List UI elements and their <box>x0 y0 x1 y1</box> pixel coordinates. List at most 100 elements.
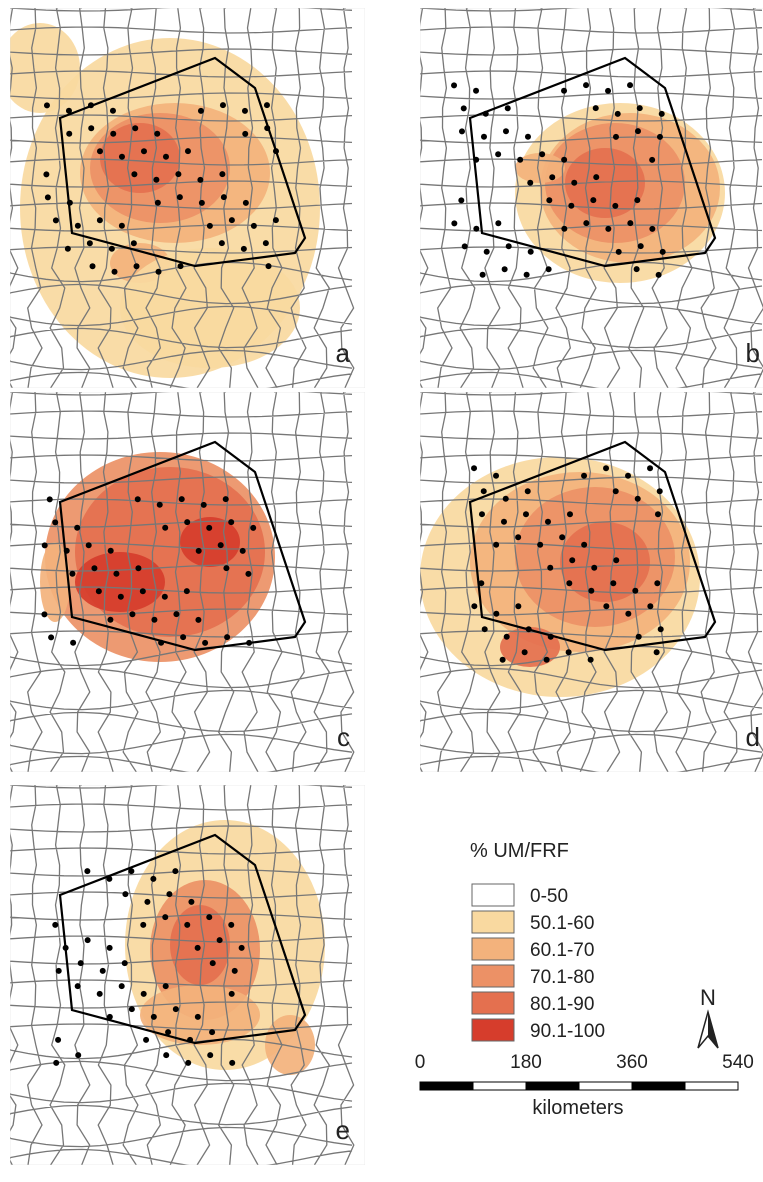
site-dot <box>194 1013 201 1020</box>
site-dot <box>262 240 269 247</box>
site-dot <box>517 156 524 163</box>
site-dot <box>129 611 136 618</box>
site-dot <box>481 626 488 633</box>
legend-swatch <box>471 1018 515 1042</box>
site-dot <box>240 245 247 252</box>
site-dot <box>184 519 191 526</box>
site-dot <box>121 960 128 967</box>
site-dot <box>539 151 546 158</box>
site-dot <box>65 107 72 114</box>
site-dot <box>224 634 231 641</box>
site-dot <box>150 875 157 882</box>
site-dot <box>265 263 272 270</box>
map-panel <box>420 8 763 388</box>
site-dot <box>649 156 656 163</box>
site-dot <box>655 271 662 278</box>
value-zone <box>75 552 165 612</box>
site-dot <box>143 1036 150 1043</box>
site-dot <box>647 465 654 472</box>
site-dot <box>527 179 534 186</box>
site-dot <box>154 199 161 206</box>
value-zone <box>100 123 180 193</box>
site-dot <box>250 222 257 229</box>
site-dot <box>242 130 249 137</box>
site-dot <box>566 580 573 587</box>
site-dot <box>568 202 575 209</box>
site-dot <box>48 634 55 641</box>
site-dot <box>162 983 169 990</box>
site-dot <box>504 105 511 112</box>
site-dot <box>612 133 619 140</box>
site-dot <box>471 603 478 610</box>
site-dot <box>41 611 48 618</box>
site-dot <box>571 179 578 186</box>
site-dot <box>184 148 191 155</box>
scale-tick-label: 540 <box>722 1052 754 1073</box>
site-dot <box>207 1052 214 1059</box>
site-dot <box>480 488 487 495</box>
site-dot <box>658 110 665 117</box>
site-dot <box>547 564 554 571</box>
site-dot <box>613 557 620 564</box>
site-dot <box>206 914 213 921</box>
site-dot <box>659 248 666 255</box>
site-dot <box>478 511 485 518</box>
scale-segment <box>578 1081 633 1091</box>
site-dot <box>140 990 147 997</box>
site-dot <box>74 524 81 531</box>
site-dot <box>151 616 158 623</box>
scale-segment <box>525 1081 580 1091</box>
site-dot <box>177 263 184 270</box>
site-dot <box>128 1006 135 1013</box>
site-dot <box>505 243 512 250</box>
site-dot <box>113 570 120 577</box>
site-dot <box>610 580 617 587</box>
site-dot <box>133 263 140 270</box>
site-dot <box>184 921 191 928</box>
site-dot <box>161 593 168 600</box>
site-dot <box>140 148 147 155</box>
site-dot <box>172 1006 179 1013</box>
legend-swatch <box>471 883 515 907</box>
site-dot <box>195 616 202 623</box>
site-dot <box>44 194 51 201</box>
site-dot <box>525 626 532 633</box>
site-dot <box>592 105 599 112</box>
site-dot <box>206 222 213 229</box>
north-arrow-half <box>708 1012 718 1048</box>
site-dot <box>96 217 103 224</box>
site-dot <box>587 656 594 663</box>
panel-label: e <box>336 1115 350 1145</box>
site-dot <box>612 488 619 495</box>
site-dot <box>502 128 509 135</box>
scale-tick-label: 0 <box>415 1052 426 1073</box>
site-dot <box>95 588 102 595</box>
site-dot <box>473 87 480 94</box>
site-dot <box>135 565 142 572</box>
site-dot <box>154 130 161 137</box>
site-dot <box>197 107 204 114</box>
site-dot <box>657 626 664 633</box>
site-dot <box>245 570 252 577</box>
site-dot <box>209 1029 216 1036</box>
value-zone <box>560 522 650 602</box>
site-dot <box>590 197 597 204</box>
site-dot <box>75 1052 82 1059</box>
site-dot <box>647 603 654 610</box>
site-dot <box>615 248 622 255</box>
site-dot <box>106 875 113 882</box>
scale-tick-label: 360 <box>616 1052 648 1073</box>
site-dot <box>461 243 468 250</box>
scale-segment <box>684 1081 739 1091</box>
site-dot <box>627 82 634 89</box>
site-dot <box>41 542 48 549</box>
legend-swatch <box>471 964 515 988</box>
site-dot <box>565 649 572 656</box>
site-dot <box>241 107 248 114</box>
site-dot <box>656 488 663 495</box>
site-dot <box>272 217 279 224</box>
site-dot <box>493 610 500 617</box>
site-dot <box>96 990 103 997</box>
site-dot <box>55 967 62 974</box>
